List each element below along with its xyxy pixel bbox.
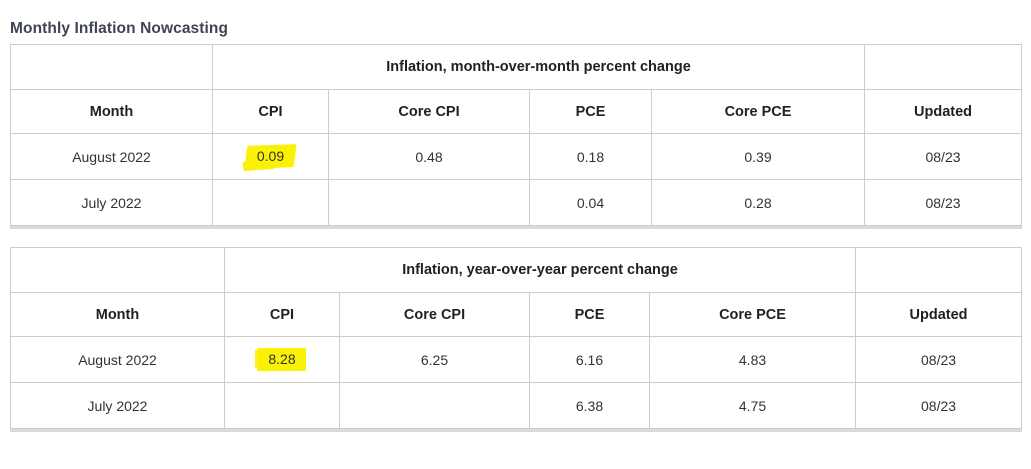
group-header-row: Inflation, month-over-month percent chan… [10,44,1023,90]
cell-cpi: 0.09 [212,133,329,180]
cell-month: August 2022 [10,133,213,180]
mom-group-header: Inflation, month-over-month percent chan… [211,44,866,90]
cell-core-cpi: 0.48 [328,133,530,180]
col-header-cpi: CPI [212,89,329,134]
table-row-august-2022: August 2022 0.09 0.48 0.18 0.39 08/23 [10,133,1023,180]
col-header-pce: PCE [529,89,652,134]
page-title: Monthly Inflation Nowcasting [10,20,229,37]
inflation-nowcasting-page: Monthly Inflation Nowcasting Inflation, … [0,21,1031,469]
cell-updated: 08/23 [864,133,1023,180]
cell-month: August 2022 [10,336,225,383]
col-header-month: Month [10,89,213,134]
spacer-cell [10,247,225,293]
cell-core-cpi: 6.25 [339,336,530,383]
spacer-cell [855,247,1023,293]
yoy-group-header: Inflation, year-over-year percent change [223,247,857,293]
spacer-cell [864,44,1023,90]
col-header-core-pce: Core PCE [650,89,866,134]
cell-updated: 08/23 [855,382,1023,429]
cell-core-pce: 4.83 [648,336,857,383]
col-header-core-cpi: Core CPI [328,89,530,134]
col-header-core-pce: Core PCE [648,292,857,337]
highlighted-value: 8.28 [255,348,306,371]
cell-cpi [224,382,340,429]
mom-inflation-table: Inflation, month-over-month percent chan… [10,44,1023,226]
column-header-row: Month CPI Core CPI PCE Core PCE Updated [10,292,1023,337]
col-header-updated: Updated [855,292,1023,337]
cell-core-cpi [339,382,530,429]
cell-pce: 6.38 [529,382,650,429]
yoy-inflation-table: Inflation, year-over-year percent change… [10,247,1023,429]
cell-core-pce: 4.75 [648,382,857,429]
cell-core-cpi [328,179,530,226]
table-row-july-2022: July 2022 0.04 0.28 08/23 [10,179,1023,226]
highlighted-value: 0.09 [246,145,295,168]
cell-pce: 6.16 [529,336,650,383]
col-header-month: Month [10,292,225,337]
group-header-row: Inflation, year-over-year percent change [10,247,1023,293]
cell-pce: 0.18 [529,133,652,180]
table-row-august-2022: August 2022 8.28 6.25 6.16 4.83 08/23 [10,336,1023,383]
cell-pce: 0.04 [529,179,652,226]
table-row-july-2022: July 2022 6.38 4.75 08/23 [10,382,1023,429]
cell-updated: 08/23 [855,336,1023,383]
col-header-updated: Updated [864,89,1023,134]
cell-core-pce: 0.39 [650,133,866,180]
spacer-cell [10,44,213,90]
cell-cpi: 8.28 [224,336,340,383]
cell-cpi [212,179,329,226]
col-header-cpi: CPI [224,292,340,337]
cell-month: July 2022 [10,179,213,226]
column-header-row: Month CPI Core CPI PCE Core PCE Updated [10,89,1023,134]
cell-core-pce: 0.28 [650,179,866,226]
col-header-core-cpi: Core CPI [339,292,530,337]
col-header-pce: PCE [529,292,650,337]
cell-month: July 2022 [10,382,225,429]
cell-updated: 08/23 [864,179,1023,226]
